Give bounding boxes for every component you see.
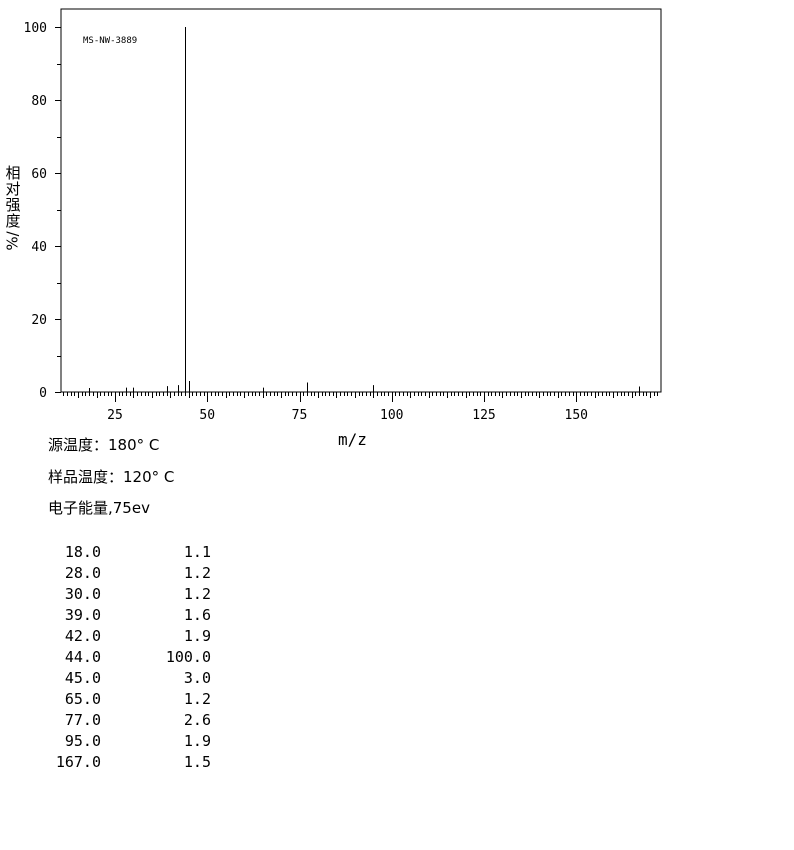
peak-intensity: 1.2 [183, 585, 211, 603]
peak-mz: 44.0 [64, 648, 101, 666]
plot-frame [60, 8, 662, 393]
y-axis-label-char: 相 [5, 164, 21, 182]
table-row: 95.0 1.9 [40, 731, 211, 752]
y-tick-label: 100 [24, 21, 47, 36]
y-axis-label-char: 度 [5, 212, 21, 230]
table-row: 167.0 1.5 [40, 752, 211, 773]
x-tick-label: 150 [565, 408, 588, 423]
peak-intensity: 1.5 [183, 753, 211, 771]
table-row: 39.0 1.6 [40, 605, 211, 626]
peak-intensity: 3.0 [183, 669, 211, 687]
x-tick-label: 100 [380, 408, 403, 423]
peak-intensity: 1.1 [183, 543, 211, 561]
x-tick-label: 75 [292, 408, 308, 423]
electron-energy: 电子能量,75ev [48, 499, 150, 517]
y-axis-label: 相 对 强 度 %/ [3, 164, 23, 251]
table-row: 18.0 1.1 [40, 542, 211, 563]
peak-bars [89, 27, 640, 392]
sample-temperature: 样品温度：120° C [48, 468, 175, 486]
peak-mz: 95.0 [64, 732, 101, 750]
mass-spectrum-chart: 0 20 40 60 80 100 25 50 75 100 125 150 MS-NW-3889 [24, 8, 662, 423]
peak-mz: 28.0 [64, 564, 101, 582]
y-axis-unit: %/ [4, 231, 22, 251]
y-tick-label: 20 [31, 313, 47, 328]
table-row: 30.0 1.2 [40, 584, 211, 605]
table-row: 28.0 1.2 [40, 563, 211, 584]
y-axis: 0 20 40 60 80 100 [24, 21, 61, 401]
x-axis-label: m/z [338, 430, 367, 449]
peak-mz: 18.0 [64, 543, 101, 561]
table-row: 42.0 1.9 [40, 626, 211, 647]
peak-intensity: 1.9 [183, 732, 211, 750]
peak-mz: 65.0 [64, 690, 101, 708]
y-axis-label-char: 对 [5, 180, 21, 198]
table-row: 44.0 100.0 [40, 647, 211, 668]
peak-mz: 39.0 [64, 606, 101, 624]
peak-intensity: 1.2 [183, 690, 211, 708]
sample-id: MS-NW-3889 [83, 36, 137, 46]
y-tick-label: 0 [39, 386, 47, 401]
source-temperature: 源温度：180° C [48, 436, 160, 454]
peak-table: 18.0 1.1 28.0 1.2 30.0 1.2 39.0 1.6 42.0… [40, 542, 211, 773]
table-row: 65.0 1.2 [40, 689, 211, 710]
table-row: 77.0 2.6 [40, 710, 211, 731]
peak-intensity: 1.2 [183, 564, 211, 582]
peak-intensity: 1.9 [183, 627, 211, 645]
peak-mz: 167.0 [55, 753, 101, 771]
y-tick-label: 40 [31, 240, 47, 255]
peak-mz: 77.0 [64, 711, 101, 729]
peak-intensity: 100.0 [165, 648, 211, 666]
y-tick-label: 80 [31, 94, 47, 109]
peak-intensity: 2.6 [183, 711, 211, 729]
table-row: 45.0 3.0 [40, 668, 211, 689]
x-tick-label: 50 [199, 408, 215, 423]
peak-mz: 45.0 [64, 669, 101, 687]
y-axis-label-char: 强 [5, 196, 21, 214]
peak-intensity: 1.6 [183, 606, 211, 624]
x-tick-label: 25 [107, 408, 123, 423]
peak-mz: 42.0 [64, 627, 101, 645]
x-tick-label: 125 [472, 408, 495, 423]
y-tick-label: 60 [31, 167, 47, 182]
peak-mz: 30.0 [64, 585, 101, 603]
x-axis: 25 50 75 100 125 150 [63, 392, 658, 423]
